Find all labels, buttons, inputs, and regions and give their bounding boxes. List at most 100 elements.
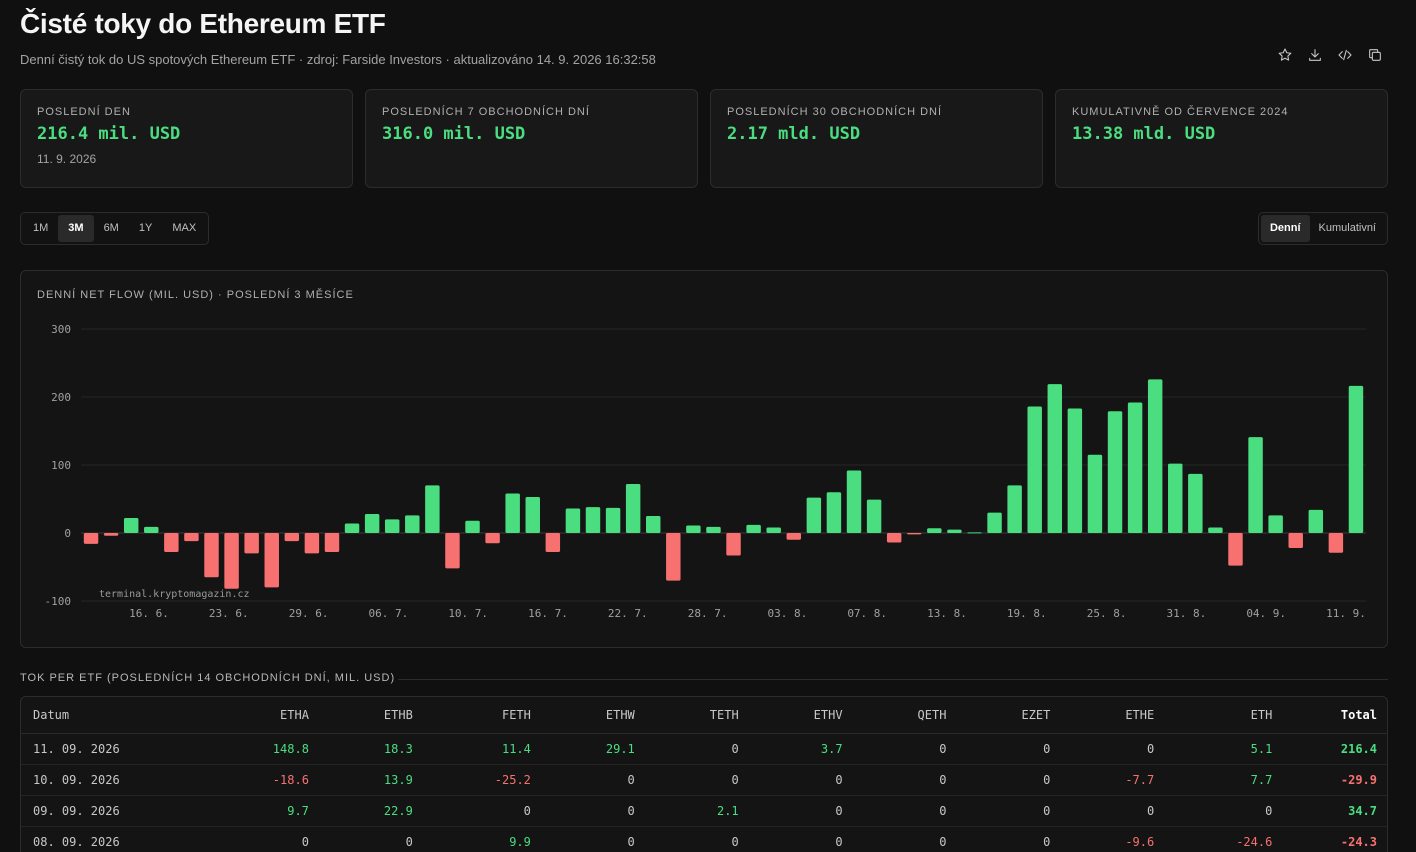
flow-cell: 0	[866, 764, 971, 796]
chart-bar[interactable]	[304, 533, 320, 554]
chart-bar[interactable]	[224, 533, 239, 589]
chart-bar[interactable]	[1107, 411, 1123, 533]
stat-value: 316.0 mil. USD	[382, 124, 526, 144]
chart-bar[interactable]	[364, 513, 380, 533]
chart-bar[interactable]	[505, 493, 520, 533]
range-button-1m[interactable]: 1M	[33, 222, 49, 234]
chart-bar[interactable]	[1328, 533, 1344, 553]
chart-bar[interactable]	[123, 518, 139, 533]
chart-bar[interactable]	[1067, 408, 1083, 533]
chart-bar[interactable]	[384, 519, 400, 533]
date-cell: 10. 09. 2026	[21, 764, 215, 796]
chart-bar[interactable]	[846, 470, 862, 533]
chart-bar[interactable]	[164, 533, 179, 553]
chart-bar[interactable]	[1268, 515, 1283, 533]
column-header-etha[interactable]: ETHA	[214, 697, 333, 734]
chart-bar[interactable]	[947, 529, 962, 533]
mode-button-daily[interactable]: Denní	[1260, 215, 1310, 242]
chart-bar[interactable]	[184, 533, 199, 542]
chart-bar[interactable]	[284, 533, 300, 542]
chart-bar[interactable]	[405, 515, 420, 533]
chart-bar[interactable]	[686, 525, 701, 533]
range-selector: 1M 3M 6M 1Y MAX	[20, 212, 210, 245]
chart-bar[interactable]	[927, 528, 942, 533]
chart-bar[interactable]	[1308, 509, 1324, 533]
chart-bar[interactable]	[525, 496, 540, 533]
column-header-feth[interactable]: FETH	[436, 697, 555, 734]
chart-bar[interactable]	[1007, 485, 1022, 533]
chart-bar[interactable]	[585, 507, 601, 533]
chart-bar[interactable]	[1047, 384, 1063, 533]
download-icon[interactable]	[1306, 46, 1324, 64]
chart-bar[interactable]	[826, 492, 842, 533]
chart-bar[interactable]	[1147, 379, 1163, 533]
chart-bar[interactable]	[1228, 533, 1243, 566]
chart-bar[interactable]	[204, 533, 219, 578]
chart-bar[interactable]	[83, 533, 99, 544]
column-header-total[interactable]: Total	[1296, 697, 1387, 734]
column-header-datum[interactable]: Datum	[21, 697, 215, 734]
chart-bar[interactable]	[1208, 527, 1223, 533]
chart-bar[interactable]	[264, 533, 279, 588]
chart-bar[interactable]	[244, 533, 259, 554]
chart-bar[interactable]	[445, 533, 460, 569]
chart-bar[interactable]	[1188, 473, 1203, 533]
chart-bar[interactable]	[465, 520, 480, 533]
chart-bar[interactable]	[1348, 385, 1364, 533]
chart-bar[interactable]	[103, 533, 119, 536]
column-header-ezet[interactable]: EZET	[970, 697, 1075, 734]
chart-bar[interactable]	[726, 533, 741, 556]
column-header-ethe[interactable]: ETHE	[1074, 697, 1179, 734]
chart-bar[interactable]	[1127, 402, 1143, 533]
x-tick-label: 28. 7.	[688, 607, 728, 620]
chart-bar[interactable]	[806, 497, 822, 533]
chart-bar[interactable]	[786, 533, 802, 540]
chart-bar[interactable]	[625, 484, 641, 533]
range-button-6m[interactable]: 6M	[103, 222, 119, 234]
column-header-eth[interactable]: ETH	[1178, 697, 1297, 734]
chart-bar[interactable]	[1248, 437, 1263, 533]
column-header-ethv[interactable]: ETHV	[762, 697, 867, 734]
range-button-3m[interactable]: 3M	[58, 215, 94, 242]
chart-bar[interactable]	[886, 533, 902, 543]
chart-bar[interactable]	[1168, 463, 1183, 533]
chart-bar[interactable]	[324, 533, 340, 553]
column-header-ethb[interactable]: ETHB	[332, 697, 437, 734]
flow-cell: 0	[332, 826, 437, 852]
chart-bar[interactable]	[706, 526, 721, 533]
column-header-qeth[interactable]: QETH	[866, 697, 971, 734]
column-header-ethw[interactable]: ETHW	[554, 697, 659, 734]
range-button-1y[interactable]: 1Y	[138, 222, 153, 234]
column-header-teth[interactable]: TETH	[658, 697, 763, 734]
chart-bar[interactable]	[987, 512, 1002, 533]
chart-bar[interactable]	[425, 485, 440, 533]
star-icon[interactable]	[1276, 46, 1294, 64]
chart-bar[interactable]	[766, 527, 781, 533]
chart-bar[interactable]	[485, 533, 500, 544]
flow-cell: 0	[762, 795, 867, 827]
copy-icon[interactable]	[1366, 46, 1384, 64]
chart-bar[interactable]	[866, 499, 882, 533]
chart-bar[interactable]	[344, 523, 360, 533]
chart-bar[interactable]	[545, 533, 561, 553]
code-icon[interactable]	[1336, 46, 1354, 64]
chart-bar[interactable]	[1087, 454, 1103, 533]
chart-bar[interactable]	[746, 524, 761, 533]
chart-bar[interactable]	[666, 533, 681, 581]
mode-button-cumulative[interactable]: Kumulativní	[1318, 222, 1376, 234]
chart-bar[interactable]	[565, 508, 581, 533]
chart-bar[interactable]	[1027, 406, 1042, 533]
flow-cell: 0	[762, 826, 867, 852]
flow-cell: 9.9	[436, 826, 555, 852]
flow-cell: 13.9	[332, 764, 437, 796]
range-button-max[interactable]: MAX	[172, 222, 197, 234]
chart-bar[interactable]	[144, 526, 159, 533]
chart-bar[interactable]	[605, 507, 621, 533]
chart-bar[interactable]	[907, 533, 922, 535]
stat-label: KUMULATIVNĚ OD ČERVENCE 2024	[1072, 106, 1289, 118]
chart-bar[interactable]	[1288, 533, 1303, 548]
chart-bar[interactable]	[967, 532, 982, 534]
chart-bar[interactable]	[645, 516, 661, 533]
flow-cell: -24.3	[1296, 826, 1387, 852]
flow-cell: 0	[762, 764, 867, 796]
